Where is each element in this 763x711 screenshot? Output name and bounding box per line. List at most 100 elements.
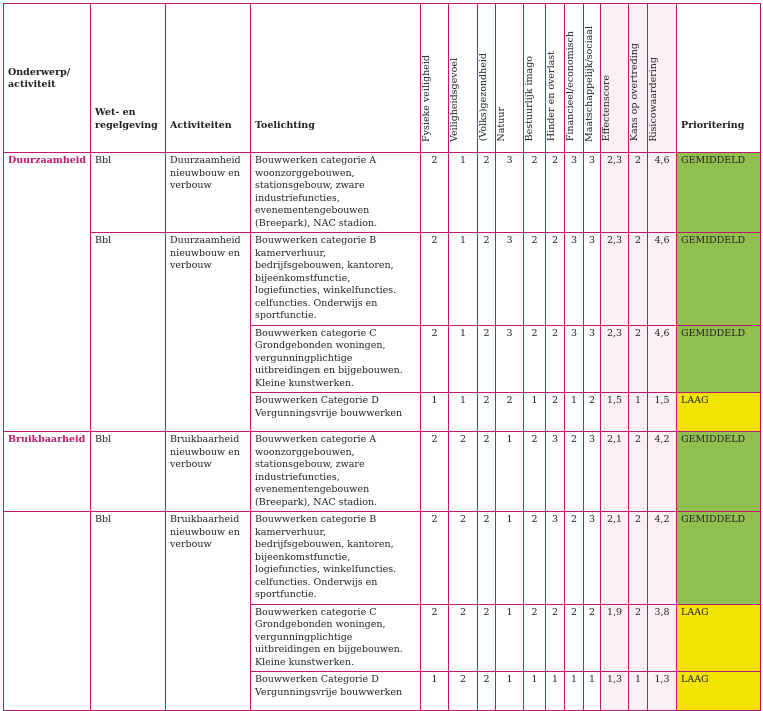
score-cell: 2 [564, 511, 585, 605]
wet-cell: Bbl [90, 431, 167, 512]
risico-cell: 4,2 [647, 511, 678, 605]
prioritering-badge: GEMIDDELD [676, 324, 762, 393]
score-cell: 2 [583, 392, 602, 432]
header-toelichting: Toelichting [250, 3, 422, 153]
score-cell: 2 [420, 603, 450, 672]
score-cell: 1 [448, 152, 479, 233]
score-cell: 3 [564, 324, 585, 393]
score-cell: 1 [564, 671, 585, 711]
header-risico: Risicowaardering [647, 3, 678, 153]
score-cell: 2 [420, 511, 450, 605]
header-activiteiten: Activiteiten [165, 3, 252, 153]
header-row: Onderwerp/ activiteit Wet- en regelgevin… [2, 3, 762, 153]
score-cell: 2 [477, 324, 497, 393]
effectenscore-cell: 2,3 [600, 324, 630, 393]
prioritering-badge: GEMIDDELD [676, 232, 762, 326]
score-cell: 1 [448, 324, 479, 393]
score-cell: 1 [523, 671, 547, 711]
risico-cell: 1,5 [647, 392, 678, 432]
score-cell: 3 [495, 232, 525, 326]
score-cell: 2 [545, 324, 566, 393]
score-cell: 2 [495, 392, 525, 432]
kans-cell: 2 [628, 511, 649, 605]
score-cell: 2 [564, 431, 585, 512]
score-cell: 2 [448, 603, 479, 672]
effectenscore-cell: 2,3 [600, 232, 630, 326]
effectenscore-cell: 2,3 [600, 152, 630, 233]
header-score: (Volks)gezondheid [477, 3, 497, 153]
kans-cell: 1 [628, 671, 649, 711]
table-row: Bbl Bruikbaarheid nieuwbouw en verbouw Bou… [2, 511, 762, 711]
score-cell: 1 [495, 511, 525, 605]
activiteit-cell: Bruikbaarheid nieuwbouw en verbouw [165, 431, 252, 512]
score-cell: 2 [477, 152, 497, 233]
prioritering-badge: GEMIDDELD [676, 511, 762, 605]
header-score: Financieel/economisch [564, 3, 585, 153]
wet-cell: Bbl [90, 152, 167, 233]
score-cell: 3 [583, 324, 602, 393]
score-cell: 2 [545, 392, 566, 432]
score-cell: 3 [545, 431, 566, 512]
score-cell: 3 [495, 152, 525, 233]
kans-cell: 2 [628, 603, 649, 672]
toelichting-cell: Bouwwerken Categorie D Vergunningsvrije … [250, 671, 422, 711]
table-row: Bouwwerken Categorie D Vergunningsvrije … [4, 392, 762, 432]
prioritering-badge: LAAG [676, 603, 762, 672]
header-score: Bestuurlijk imago [523, 3, 547, 153]
score-cell: 2 [477, 671, 497, 711]
kans-cell: 2 [628, 232, 649, 326]
toelichting-cell: Bouwwerken categorie A woonzorggebouwen,… [250, 152, 422, 233]
effectenscore-cell: 1,5 [600, 392, 630, 432]
score-cell: 2 [477, 603, 497, 672]
score-cell: 3 [583, 511, 602, 605]
score-cell: 3 [495, 324, 525, 393]
risico-cell: 4,6 [647, 324, 678, 393]
table-row: Bbl Duurzaamheid nieuwbouw en verbouw Bouw… [4, 232, 762, 432]
score-cell: 1 [564, 392, 585, 432]
wet-cell: Bbl [90, 511, 167, 711]
score-cell: 1 [523, 392, 547, 432]
activiteit-cell: Duurzaamheid nieuwbouw en verbouw [165, 152, 252, 233]
score-cell: 2 [523, 232, 547, 326]
score-cell: 1 [495, 671, 525, 711]
risico-cell: 1,3 [647, 671, 678, 711]
score-cell: 2 [477, 392, 497, 432]
effectenscore-cell: 1,3 [600, 671, 630, 711]
score-cell: 2 [448, 511, 479, 605]
score-cell: 2 [477, 232, 497, 326]
wet-cell: Bbl [90, 232, 167, 432]
prioritering-badge: LAAG [676, 392, 762, 432]
prioritering-badge: LAAG [676, 671, 762, 711]
score-cell: 1 [545, 671, 566, 711]
score-cell: 2 [545, 603, 566, 672]
score-cell: 2 [583, 603, 602, 672]
risico-cell: 4,6 [647, 152, 678, 233]
kans-cell: 2 [628, 152, 649, 233]
onderwerp-cell: Duurzaamheid [2, 152, 92, 432]
header-kans: Kans op overtreding [628, 3, 649, 153]
score-cell: 2 [523, 431, 547, 512]
activiteit-cell: Bruikbaarheid nieuwbouw en verbouw [165, 511, 252, 711]
score-cell: 2 [477, 431, 497, 512]
header-wet: Wet- en regelgeving [90, 3, 167, 153]
score-cell: 2 [523, 511, 547, 605]
score-cell: 1 [420, 392, 450, 432]
risico-cell: 3,8 [647, 603, 678, 672]
risico-cell: 4,2 [647, 431, 678, 512]
score-cell: 1 [448, 232, 479, 326]
score-cell: 3 [583, 152, 602, 233]
effectenscore-cell: 1,9 [600, 603, 630, 672]
header-score: Maatschappelijk/sociaal [583, 3, 602, 153]
score-cell: 1 [448, 392, 479, 432]
score-cell: 3 [564, 152, 585, 233]
score-cell: 3 [583, 431, 602, 512]
score-cell: 2 [477, 511, 497, 605]
table-row: Duurzaamheid Bbl Duurzaamheid nieuwbouw en… [2, 152, 762, 432]
effectenscore-cell: 2,1 [600, 511, 630, 605]
score-cell: 1 [420, 671, 450, 711]
score-cell: 2 [545, 232, 566, 326]
table-row: Bouwwerken categorie C Grondgebonden won… [4, 603, 762, 672]
score-cell: 2 [564, 603, 585, 672]
score-cell: 2 [420, 152, 450, 233]
header-onderwerp: Onderwerp/ activiteit [2, 3, 92, 153]
